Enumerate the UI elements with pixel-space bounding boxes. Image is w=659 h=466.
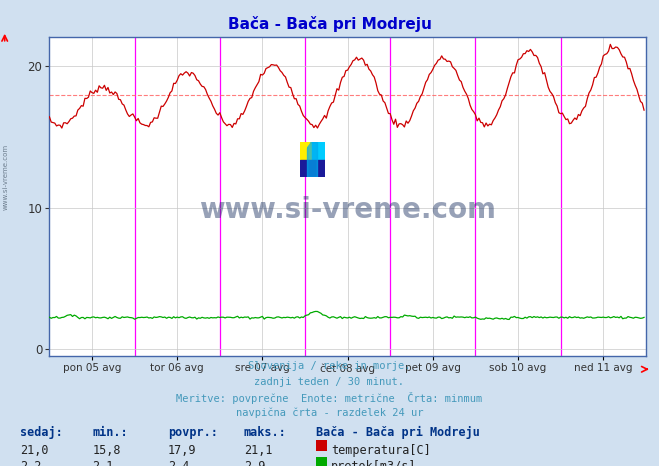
Text: 21,0: 21,0 [20,444,48,457]
Text: 2,4: 2,4 [168,460,189,466]
Text: 2,1: 2,1 [92,460,113,466]
Text: Bača - Bača pri Modreju: Bača - Bača pri Modreju [227,16,432,32]
Text: 2,9: 2,9 [244,460,265,466]
Polygon shape [307,142,318,177]
Text: www.si-vreme.com: www.si-vreme.com [2,144,9,210]
Text: sedaj:: sedaj: [20,426,63,439]
Text: pretok[m3/s]: pretok[m3/s] [331,460,416,466]
Text: Slovenija / reke in morje.: Slovenija / reke in morje. [248,361,411,371]
Bar [300,159,325,177]
Polygon shape [300,142,310,156]
Text: 17,9: 17,9 [168,444,196,457]
Text: zadnji teden / 30 minut.: zadnji teden / 30 minut. [254,377,405,386]
Text: 15,8: 15,8 [92,444,121,457]
Text: navpična črta - razdelek 24 ur: navpična črta - razdelek 24 ur [236,407,423,418]
Text: maks.:: maks.: [244,426,287,439]
Text: www.si-vreme.com: www.si-vreme.com [199,196,496,224]
Text: min.:: min.: [92,426,128,439]
Bar [312,142,325,159]
Text: 21,1: 21,1 [244,444,272,457]
Bar [300,142,312,159]
Text: Bača - Bača pri Modreju: Bača - Bača pri Modreju [316,426,480,439]
Text: Meritve: povprečne  Enote: metrične  Črta: minmum: Meritve: povprečne Enote: metrične Črta:… [177,392,482,404]
Text: 2,2: 2,2 [20,460,41,466]
Text: povpr.:: povpr.: [168,426,218,439]
Text: temperatura[C]: temperatura[C] [331,444,430,457]
